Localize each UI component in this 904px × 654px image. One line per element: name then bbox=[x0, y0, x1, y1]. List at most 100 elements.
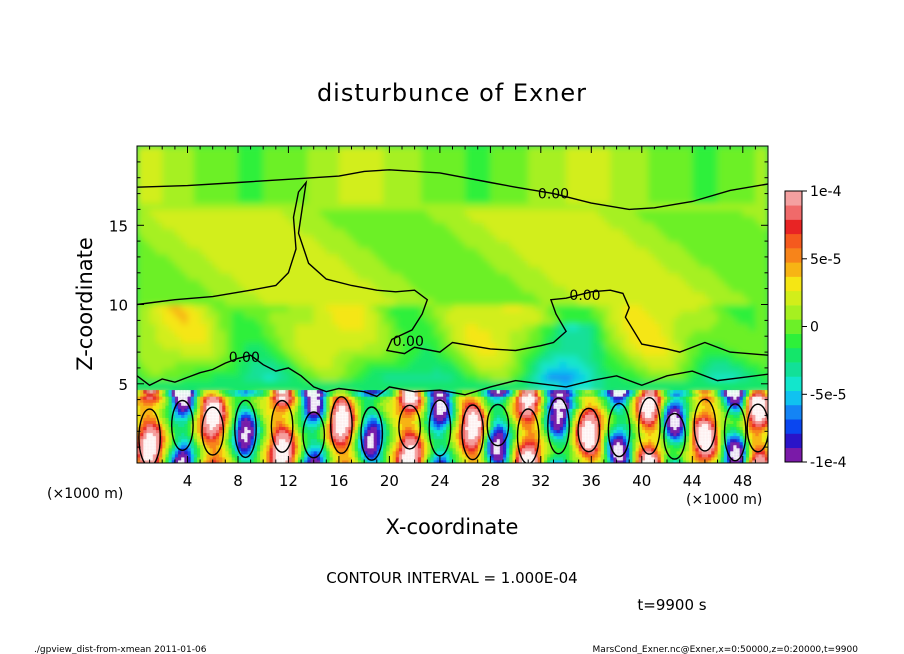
field-blob bbox=[212, 190, 220, 198]
field-blob bbox=[402, 234, 409, 242]
field-blob bbox=[742, 285, 750, 293]
field-blob bbox=[332, 272, 340, 280]
field-blob bbox=[181, 329, 189, 337]
field-blob bbox=[465, 209, 473, 217]
field-blob bbox=[162, 380, 170, 388]
field-blob bbox=[414, 336, 422, 344]
field-blob bbox=[420, 279, 428, 287]
field-blob bbox=[452, 291, 460, 299]
field-blob bbox=[654, 329, 662, 337]
field-blob bbox=[395, 291, 403, 299]
field-blob bbox=[326, 272, 334, 280]
field-blob bbox=[749, 228, 756, 236]
field-blob bbox=[648, 348, 656, 356]
field-blob bbox=[641, 304, 649, 312]
field-blob bbox=[685, 190, 693, 198]
field-blob bbox=[155, 146, 163, 153]
field-blob bbox=[250, 184, 258, 191]
field-blob bbox=[389, 184, 397, 191]
field-blob bbox=[679, 184, 687, 191]
field-blob bbox=[282, 203, 290, 210]
field-blob bbox=[540, 336, 548, 344]
field-blob bbox=[420, 272, 428, 280]
field-blob bbox=[749, 209, 756, 217]
field-blob bbox=[332, 374, 340, 382]
field-blob bbox=[566, 222, 573, 230]
field-blob bbox=[439, 215, 447, 223]
field-blob bbox=[256, 336, 264, 344]
field-blob bbox=[534, 146, 542, 153]
field-blob bbox=[698, 241, 706, 249]
field-blob bbox=[654, 247, 662, 255]
field-blob bbox=[269, 336, 277, 344]
field-blob bbox=[585, 342, 592, 350]
field-blob bbox=[200, 209, 208, 217]
field-blob bbox=[181, 285, 189, 293]
field-blob bbox=[275, 171, 283, 179]
field-blob bbox=[231, 279, 239, 287]
field-blob bbox=[629, 285, 637, 293]
field-blob bbox=[319, 152, 327, 160]
field-blob bbox=[521, 203, 529, 210]
field-blob bbox=[667, 158, 674, 166]
field-blob bbox=[326, 247, 334, 255]
field-blob bbox=[200, 152, 208, 160]
field-blob bbox=[414, 165, 422, 172]
field-blob bbox=[288, 298, 296, 306]
field-blob bbox=[730, 272, 738, 280]
field-blob bbox=[162, 177, 170, 185]
field-blob bbox=[446, 361, 454, 369]
field-blob bbox=[698, 247, 706, 255]
field-blob bbox=[357, 279, 365, 287]
field-blob bbox=[622, 158, 630, 166]
field-blob bbox=[408, 336, 416, 344]
field-blob bbox=[395, 165, 403, 172]
field-blob bbox=[585, 228, 592, 236]
field-blob bbox=[174, 336, 182, 344]
field-blob bbox=[547, 247, 555, 255]
field-blob bbox=[174, 247, 182, 255]
field-blob bbox=[629, 329, 637, 337]
field-blob bbox=[137, 209, 144, 217]
field-blob bbox=[250, 260, 258, 268]
field-blob bbox=[402, 336, 409, 344]
field-blob bbox=[610, 253, 618, 261]
field-blob bbox=[490, 374, 498, 382]
field-blob bbox=[351, 342, 359, 350]
field-blob bbox=[622, 171, 630, 179]
field-blob bbox=[648, 184, 656, 191]
field-blob bbox=[383, 317, 390, 325]
field-blob bbox=[155, 228, 163, 236]
field-blob bbox=[376, 323, 384, 331]
field-blob bbox=[427, 355, 435, 363]
field-blob bbox=[439, 323, 447, 331]
field-blob bbox=[528, 234, 536, 242]
field-blob bbox=[698, 222, 706, 230]
field-blob bbox=[155, 310, 163, 318]
field-blob bbox=[761, 215, 768, 223]
field-blob bbox=[187, 184, 195, 191]
field-blob bbox=[547, 336, 555, 344]
field-blob bbox=[509, 196, 517, 204]
field-blob bbox=[282, 348, 290, 356]
field-blob bbox=[749, 317, 756, 325]
field-blob bbox=[452, 361, 460, 369]
field-blob bbox=[673, 146, 681, 153]
field-blob bbox=[155, 380, 163, 388]
field-blob bbox=[477, 158, 485, 166]
field-blob bbox=[755, 222, 763, 230]
field-blob bbox=[288, 165, 296, 172]
field-blob bbox=[370, 177, 378, 185]
field-blob bbox=[654, 336, 662, 344]
field-blob bbox=[162, 291, 170, 299]
field-blob bbox=[585, 298, 592, 306]
field-blob bbox=[723, 298, 731, 306]
field-blob bbox=[761, 336, 768, 344]
field-blob bbox=[490, 158, 498, 166]
field-blob bbox=[137, 361, 144, 369]
field-blob bbox=[231, 348, 239, 356]
field-blob bbox=[742, 234, 750, 242]
field-blob bbox=[433, 317, 441, 325]
field-blob bbox=[528, 209, 536, 217]
field-blob bbox=[692, 146, 700, 153]
